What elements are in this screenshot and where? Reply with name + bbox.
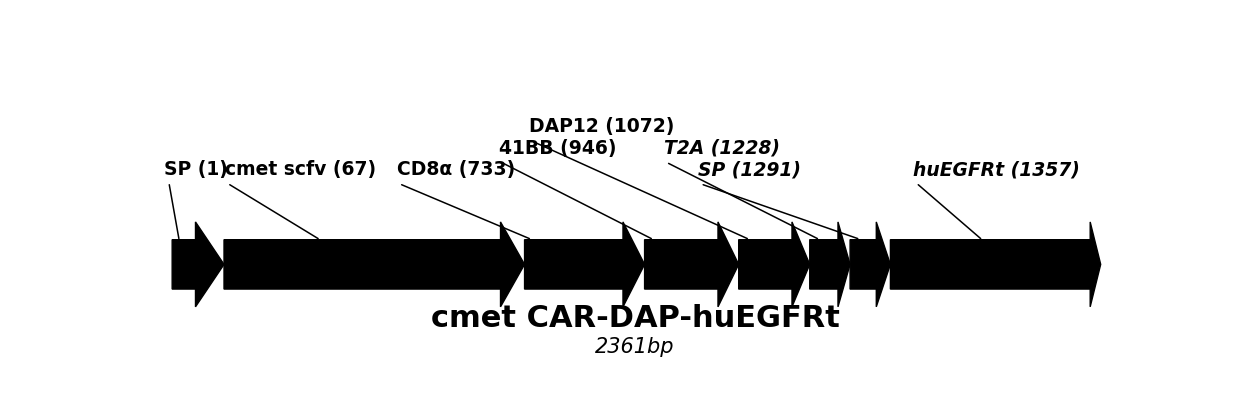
Text: 41BB (946): 41BB (946) xyxy=(498,139,616,158)
FancyArrow shape xyxy=(738,222,810,307)
Text: SP (1): SP (1) xyxy=(165,160,228,179)
Text: DAP12 (1072): DAP12 (1072) xyxy=(529,118,675,136)
Text: 2361bp: 2361bp xyxy=(595,337,675,357)
FancyArrow shape xyxy=(524,222,644,307)
FancyArrow shape xyxy=(172,222,224,307)
Text: SP (1291): SP (1291) xyxy=(699,160,802,179)
Text: T2A (1228): T2A (1228) xyxy=(664,139,779,158)
FancyArrow shape xyxy=(891,222,1100,307)
Text: CD8α (733): CD8α (733) xyxy=(396,160,515,179)
Text: huEGFRt (1357): huEGFRt (1357) xyxy=(913,160,1080,179)
Text: cmet scfv (67): cmet scfv (67) xyxy=(225,160,377,179)
FancyArrow shape xyxy=(850,222,891,307)
FancyArrow shape xyxy=(224,222,524,307)
Text: cmet CAR-DAP-huEGFRt: cmet CAR-DAP-huEGFRt xyxy=(430,304,840,333)
FancyArrow shape xyxy=(644,222,738,307)
FancyArrow shape xyxy=(810,222,850,307)
